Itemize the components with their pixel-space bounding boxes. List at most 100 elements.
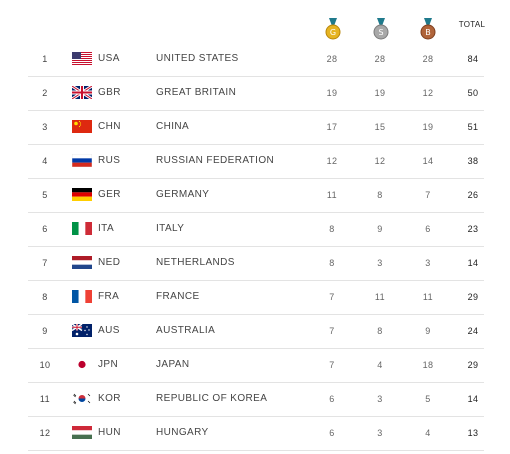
flag-aus-icon [72, 324, 92, 337]
table-row[interactable]: 6 ITA ITALY 8 9 6 23 [28, 212, 484, 247]
total-count: 50 [467, 88, 479, 98]
gold-count: 8 [329, 258, 335, 268]
table-row[interactable]: 5 GER GERMANY 11 8 7 26 [28, 178, 484, 213]
country-code: FRA [98, 291, 120, 302]
gold-count: 8 [329, 224, 335, 234]
bronze-count: 6 [425, 224, 431, 234]
bronze-medal-icon: B [420, 18, 436, 40]
rank: 10 [39, 360, 51, 370]
bronze-count: 18 [422, 360, 434, 370]
country-code: CHN [98, 121, 121, 132]
gold-count: 7 [329, 326, 335, 336]
flag-chn-icon [72, 120, 92, 133]
country-name[interactable]: CHINA [156, 121, 190, 132]
rank: 7 [42, 258, 48, 268]
table-row[interactable]: 9 AUS AUSTRALIA 7 8 9 24 [28, 314, 484, 349]
silver-count: 15 [374, 122, 386, 132]
total-column-header: TOTAL [458, 20, 486, 29]
silver-count: 28 [374, 54, 386, 64]
gold-count: 17 [326, 122, 338, 132]
gold-count: 28 [326, 54, 338, 64]
gold-medal-icon: G [325, 18, 341, 40]
table-row[interactable]: 1 USA UNITED STATES 28 28 28 84 [28, 42, 484, 77]
country-name[interactable]: REPUBLIC OF KOREA [156, 393, 268, 404]
table-row[interactable]: 7 NED NETHERLANDS 8 3 3 14 [28, 246, 484, 281]
country-code: KOR [98, 393, 121, 404]
country-code: JPN [98, 359, 119, 370]
total-count: 23 [467, 224, 479, 234]
country-name[interactable]: NETHERLANDS [156, 257, 235, 268]
bronze-count: 12 [422, 88, 434, 98]
total-count: 13 [467, 428, 479, 438]
flag-jpn-icon [72, 358, 92, 371]
rank: 3 [42, 122, 48, 132]
flag-kor-icon [72, 392, 92, 405]
country-name[interactable]: GERMANY [156, 189, 210, 200]
table-row[interactable]: 2 GBR GREAT BRITAIN 19 19 12 50 [28, 76, 484, 111]
gold-count: 7 [329, 360, 335, 370]
rank: 6 [42, 224, 48, 234]
gold-count: 6 [329, 428, 335, 438]
silver-medal-icon: S [373, 18, 389, 40]
country-code: GBR [98, 87, 121, 98]
bronze-count: 14 [422, 156, 434, 166]
rank: 4 [42, 156, 48, 166]
country-name[interactable]: UNITED STATES [156, 53, 239, 64]
flag-ger-icon [72, 188, 92, 201]
bronze-count: 3 [425, 258, 431, 268]
bronze-count: 5 [425, 394, 431, 404]
rank: 5 [42, 190, 48, 200]
bronze-count: 11 [422, 292, 434, 302]
silver-count: 9 [377, 224, 383, 234]
rank: 12 [39, 428, 51, 438]
flag-rus-icon [72, 154, 92, 167]
medal-table-header: G S B TOTAL [0, 0, 510, 42]
silver-count: 19 [374, 88, 386, 98]
country-code: RUS [98, 155, 121, 166]
gold-count: 11 [326, 190, 338, 200]
silver-count: 8 [377, 326, 383, 336]
country-name[interactable]: AUSTRALIA [156, 325, 216, 336]
table-row[interactable]: 12 HUN HUNGARY 6 3 4 13 [28, 416, 484, 451]
table-row[interactable]: 4 RUS RUSSIAN FEDERATION 12 12 14 38 [28, 144, 484, 179]
country-name[interactable]: ITALY [156, 223, 185, 234]
country-name[interactable]: RUSSIAN FEDERATION [156, 155, 275, 166]
gold-count: 7 [329, 292, 335, 302]
silver-count: 3 [377, 258, 383, 268]
country-code: GER [98, 189, 121, 200]
country-name[interactable]: FRANCE [156, 291, 200, 302]
table-row[interactable]: 8 FRA FRANCE 7 11 11 29 [28, 280, 484, 315]
flag-ned-icon [72, 256, 92, 269]
total-count: 29 [467, 360, 479, 370]
rank: 8 [42, 292, 48, 302]
rank: 2 [42, 88, 48, 98]
rank: 11 [39, 394, 51, 404]
total-count: 38 [467, 156, 479, 166]
flag-fra-icon [72, 290, 92, 303]
country-code: NED [98, 257, 121, 268]
total-count: 24 [467, 326, 479, 336]
table-row[interactable]: 11 KOR REPUBLIC OF KOREA 6 3 5 14 [28, 382, 484, 417]
gold-count: 19 [326, 88, 338, 98]
country-code: USA [98, 53, 120, 64]
country-code: AUS [98, 325, 120, 336]
silver-count: 4 [377, 360, 383, 370]
table-row[interactable]: 3 CHN CHINA 17 15 19 51 [28, 110, 484, 145]
silver-count: 8 [377, 190, 383, 200]
svg-text:S: S [378, 28, 383, 37]
flag-hun-icon [72, 426, 92, 439]
silver-count: 12 [374, 156, 386, 166]
country-name[interactable]: GREAT BRITAIN [156, 87, 237, 98]
country-name[interactable]: HUNGARY [156, 427, 209, 438]
total-count: 14 [467, 258, 479, 268]
country-code: ITA [98, 223, 115, 234]
flag-gbr-icon [72, 86, 92, 99]
flag-ita-icon [72, 222, 92, 235]
bronze-count: 19 [422, 122, 434, 132]
svg-text:B: B [425, 28, 431, 37]
country-code: HUN [98, 427, 121, 438]
bronze-count: 9 [425, 326, 431, 336]
country-name[interactable]: JAPAN [156, 359, 190, 370]
table-row[interactable]: 10 JPN JAPAN 7 4 18 29 [28, 348, 484, 383]
